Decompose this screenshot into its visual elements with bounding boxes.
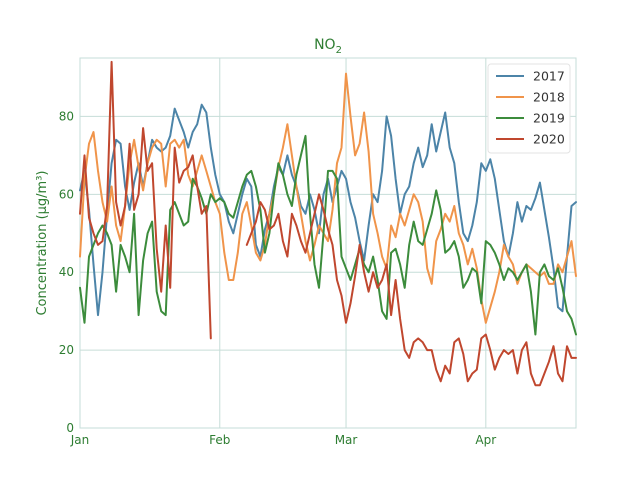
- x-tick-label: Jan: [70, 433, 90, 447]
- y-axis-label: Concentration (µg/m³): [35, 170, 50, 315]
- y-tick-label: 20: [59, 343, 74, 357]
- x-tick-label: Apr: [475, 433, 496, 447]
- x-tick-label: Mar: [335, 433, 358, 447]
- y-axis-ticks: 0 20 40 60 80: [59, 109, 74, 435]
- y-tick-label: 60: [59, 187, 74, 201]
- y-tick-label: 40: [59, 265, 74, 279]
- series-line-2020: [79, 60, 577, 387]
- y-tick-label: 0: [66, 421, 74, 435]
- legend-label-2020: 2020: [533, 132, 565, 147]
- legend-label-2018: 2018: [533, 90, 565, 105]
- legend-box: [487, 63, 571, 154]
- y-tick-label: 80: [59, 109, 74, 123]
- x-axis-ticks: Jan Feb Mar Apr: [70, 433, 497, 447]
- x-tick-label: Feb: [209, 433, 230, 447]
- series-line-2018: [79, 72, 577, 324]
- series-lines: [79, 60, 577, 387]
- legend-label-2019: 2019: [533, 111, 565, 126]
- series-line-2019: [79, 134, 577, 336]
- legend-label-2017: 2017: [533, 69, 565, 84]
- chart-title: NO2: [314, 37, 342, 56]
- legend: 2017 2018 2019 2020: [487, 63, 571, 154]
